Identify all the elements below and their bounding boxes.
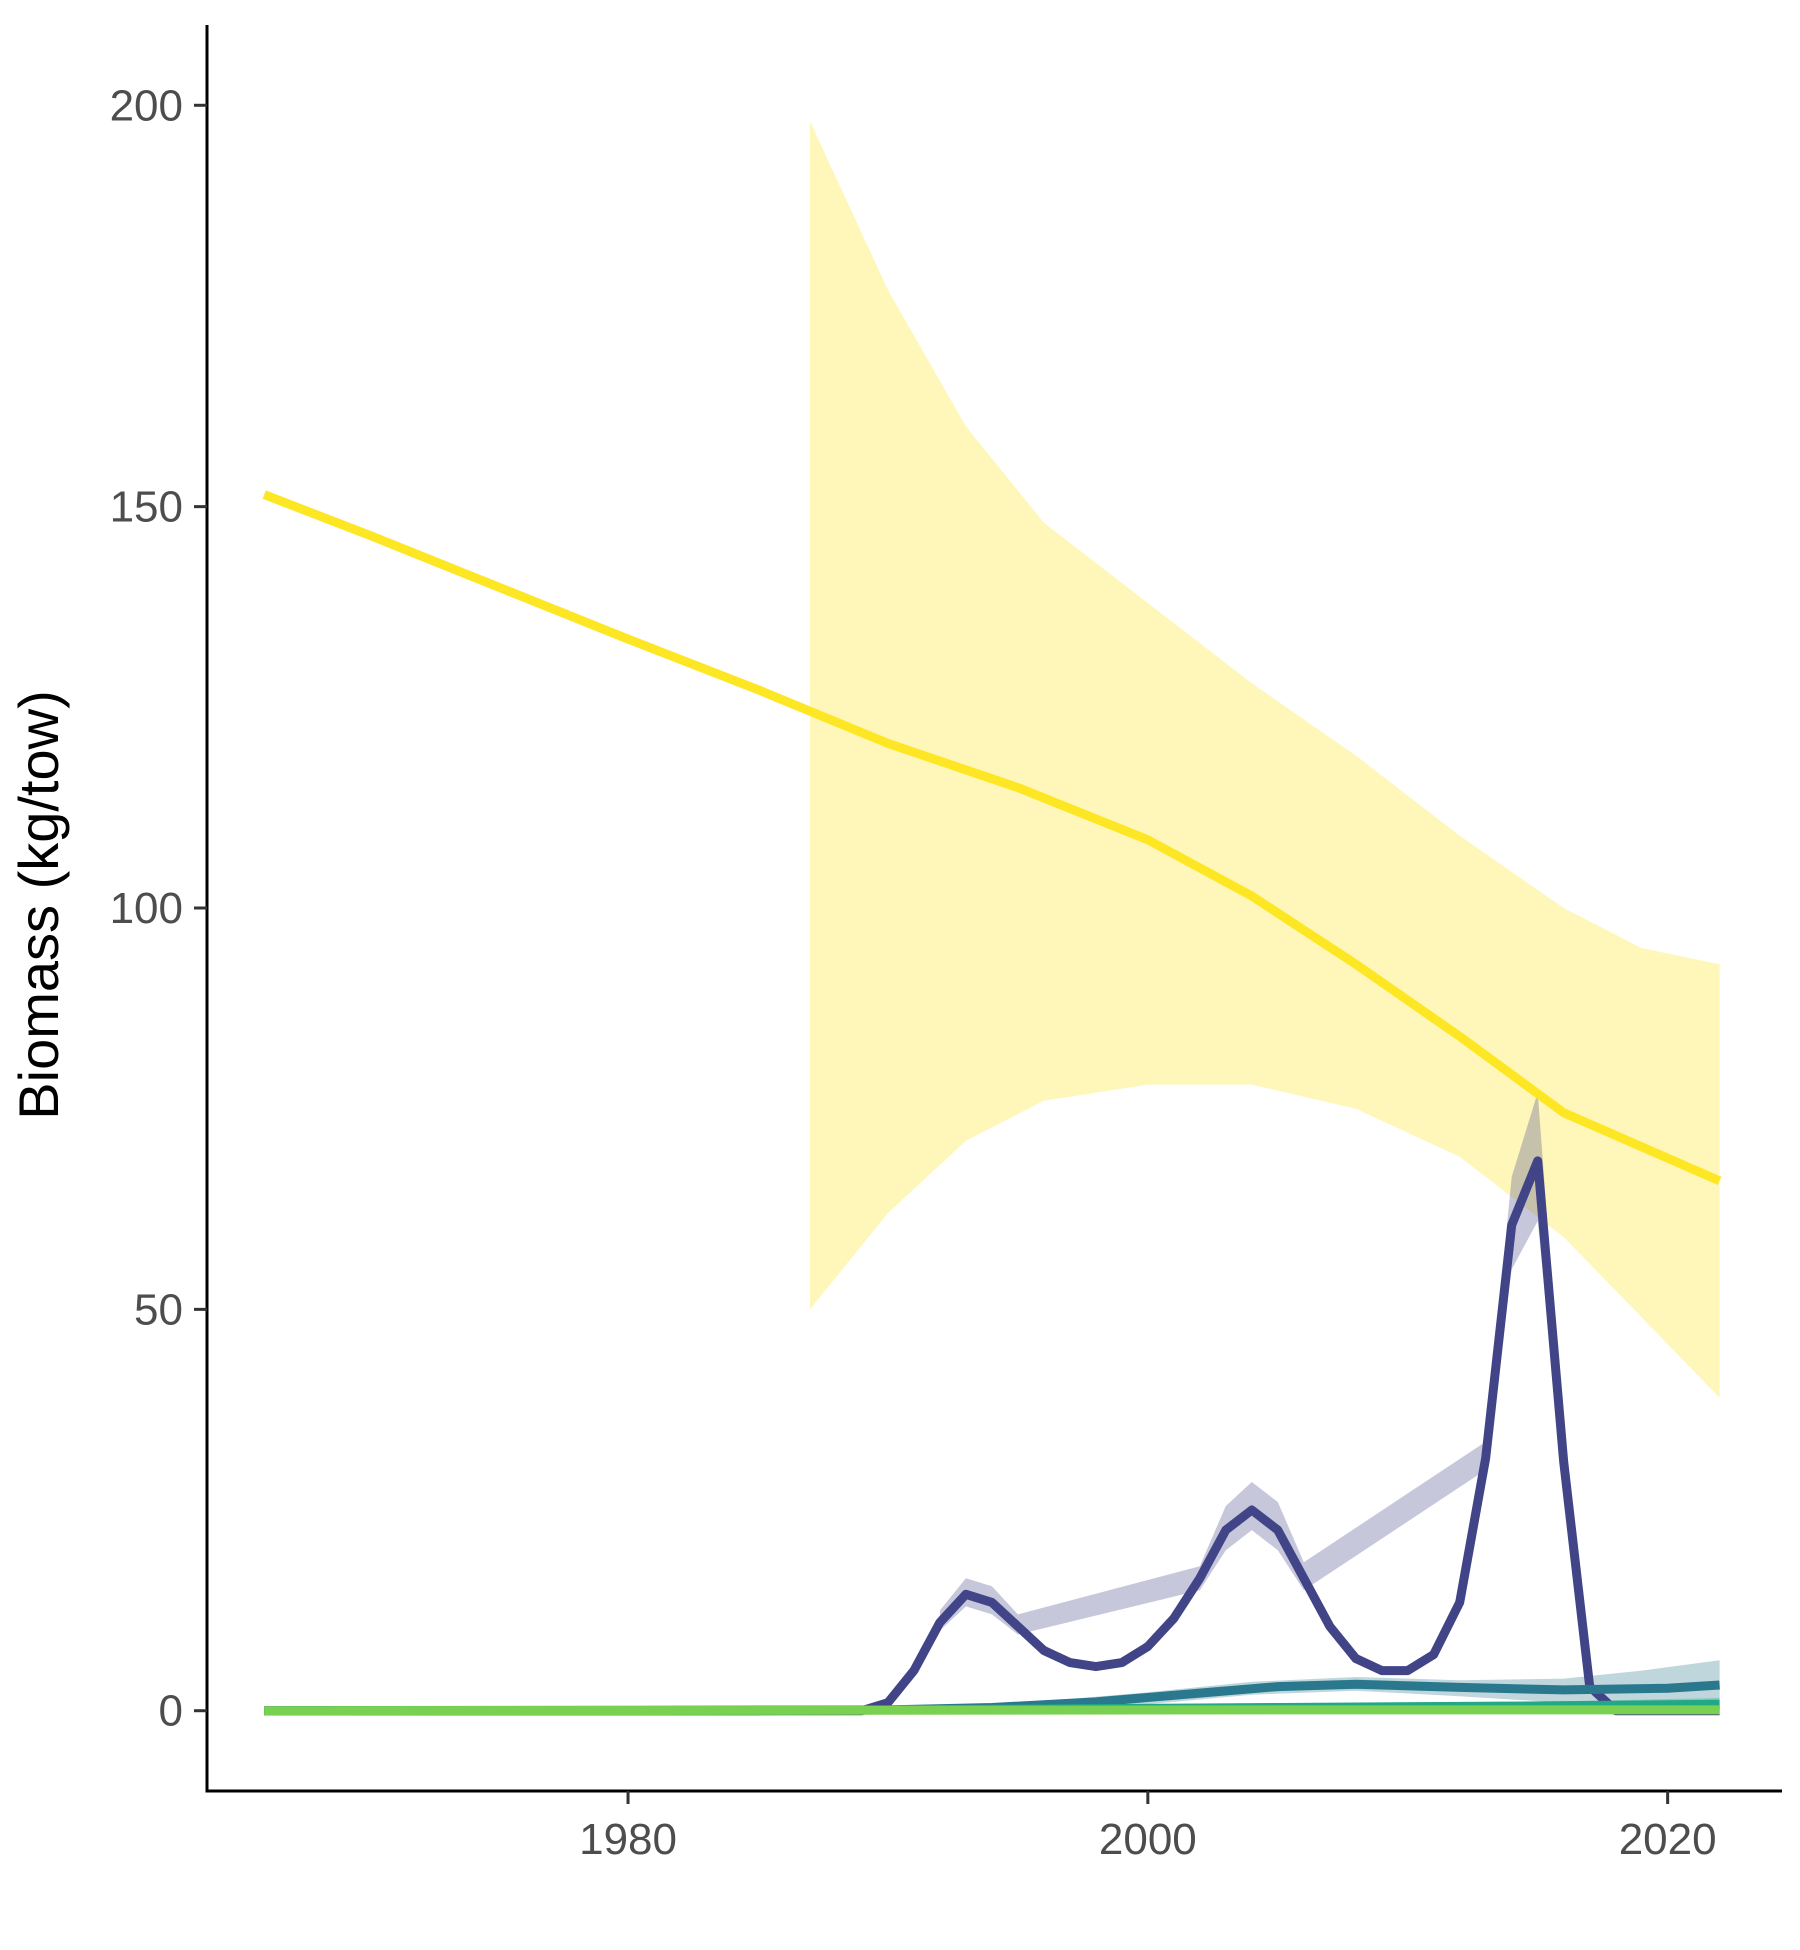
x-tick-label: 2000 — [1099, 1815, 1197, 1864]
y-tick-label: 0 — [159, 1687, 183, 1736]
y-axis-title: Biomass (kg/tow) — [7, 690, 70, 1119]
x-tick-label: 1980 — [579, 1815, 677, 1864]
series-5-line — [264, 1705, 1720, 1716]
series-2-confidence-band — [939, 1092, 1564, 1635]
series-2-line — [264, 1156, 1720, 1716]
y-tick-label: 150 — [110, 483, 183, 532]
series-1-line — [262, 490, 1722, 1186]
y-tick-label: 200 — [110, 81, 183, 130]
y-tick-label: 100 — [110, 884, 183, 933]
axes: 0 50 100 150 200 1980 2000 2020 — [110, 25, 1782, 1864]
series-lines — [262, 490, 1722, 1716]
confidence-bands — [810, 121, 1720, 1711]
x-tick-label: 2020 — [1619, 1815, 1717, 1864]
y-tick-label: 50 — [134, 1285, 183, 1334]
series-1-confidence-band — [810, 121, 1720, 1398]
